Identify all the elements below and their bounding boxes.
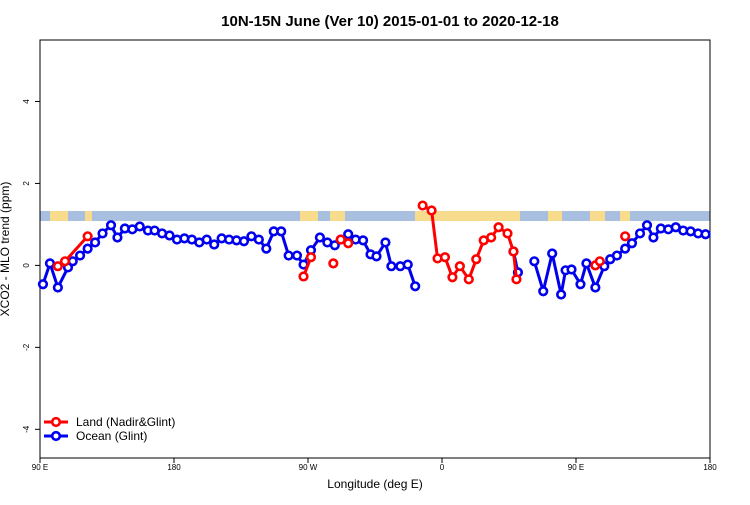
- x-tick-label: 90 W: [299, 463, 318, 472]
- data-point: [648, 232, 659, 243]
- data-point: [134, 221, 145, 232]
- data-point: [611, 250, 623, 261]
- chart-title: 10N-15N June (Ver 10) 2015-01-01 to 2020…: [221, 13, 559, 30]
- data-point: [283, 250, 294, 261]
- data-point: [386, 261, 397, 272]
- data-point: [74, 250, 86, 261]
- data-point: [328, 258, 339, 269]
- data-point: [620, 231, 631, 242]
- data-point: [590, 282, 601, 293]
- data-point: [620, 243, 631, 254]
- data-point: [626, 238, 638, 249]
- series-line: [532, 222, 706, 298]
- data-point: [52, 282, 63, 293]
- data-point: [463, 274, 474, 285]
- data-point: [581, 258, 592, 269]
- x-axis-label: Longitude (deg E): [327, 477, 422, 491]
- data-point: [566, 264, 577, 275]
- data-point: [82, 231, 93, 242]
- data-point: [261, 243, 272, 254]
- data-point: [298, 271, 309, 282]
- data-point: [209, 239, 220, 250]
- data-point: [641, 220, 653, 231]
- data-point: [314, 232, 326, 243]
- data-point: [253, 234, 264, 245]
- data-point: [502, 228, 513, 239]
- x-tick-label: 90 E: [568, 463, 584, 472]
- data-point: [335, 234, 346, 245]
- data-point: [594, 256, 605, 267]
- data-point: [59, 256, 71, 267]
- data-point: [402, 259, 413, 270]
- data-point: [276, 226, 287, 237]
- y-tick-label: -4: [22, 425, 31, 433]
- x-tick-label: 180: [703, 463, 717, 472]
- data-point: [410, 281, 421, 292]
- y-axis-label: XCO2 - MLO trend (ppm): [0, 182, 12, 317]
- data-point: [112, 232, 123, 243]
- y-tick-label: 4: [22, 99, 31, 104]
- data-point: [575, 279, 586, 290]
- data-point: [291, 250, 303, 261]
- data-point: [238, 236, 250, 247]
- y-tick-label: -2: [22, 343, 31, 351]
- legend-label: Land (Nadir&Glint): [76, 415, 175, 429]
- data-point: [454, 261, 465, 272]
- legend-marker: [50, 416, 62, 428]
- data-point: [486, 232, 497, 243]
- map-strip: [40, 211, 710, 221]
- data-point: [380, 237, 391, 248]
- data-point: [556, 289, 567, 300]
- x-tick-label: 180: [167, 463, 181, 472]
- data-point: [493, 222, 504, 233]
- data-point: [447, 272, 458, 283]
- data-point: [700, 229, 711, 240]
- data-point: [343, 238, 354, 249]
- y-tick-label: 0: [22, 263, 31, 268]
- data-point: [329, 240, 340, 251]
- data-point: [426, 205, 437, 216]
- data-point: [511, 274, 522, 285]
- data-point: [547, 248, 558, 259]
- data-point: [508, 246, 519, 257]
- data-point: [538, 286, 549, 297]
- data-point: [357, 235, 369, 246]
- data-point: [105, 220, 117, 231]
- data-point: [44, 258, 56, 269]
- data-point: [417, 200, 428, 211]
- x-tick-label: 0: [440, 463, 445, 472]
- data-point: [37, 279, 49, 290]
- plot-frame: [39, 39, 711, 459]
- data-point: [471, 254, 482, 265]
- data-point: [634, 228, 646, 239]
- legend-marker: [50, 430, 62, 442]
- data-point: [343, 229, 354, 240]
- data-point: [97, 228, 108, 239]
- x-tick-label: 90 E: [32, 463, 48, 472]
- data-point: [82, 243, 93, 254]
- data-point: [164, 230, 175, 241]
- data-point: [305, 252, 317, 263]
- y-tick-label: 2: [22, 181, 31, 186]
- legend-label: Ocean (Glint): [76, 429, 147, 443]
- data-point: [201, 234, 212, 245]
- data-point: [439, 252, 451, 263]
- data-point: [52, 261, 63, 272]
- data-point: [89, 237, 101, 248]
- data-point: [371, 251, 382, 262]
- data-point: [529, 256, 540, 267]
